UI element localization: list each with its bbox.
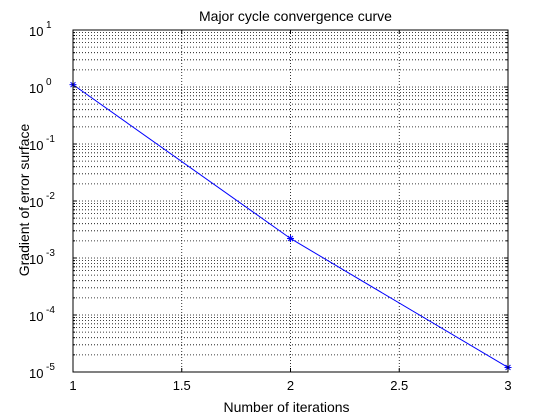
y-tick-label: 10 -5 xyxy=(29,362,55,381)
y-tick-label-base: 10 xyxy=(29,252,43,267)
y-tick-label: 10 0 xyxy=(29,77,52,96)
x-tick-label: 2.5 xyxy=(390,378,408,393)
y-tick-label: 10 -3 xyxy=(29,248,55,267)
y-tick-label-base: 10 xyxy=(29,366,43,381)
y-tick-label: 10 -2 xyxy=(29,191,55,210)
y-tick-label-exponent: -1 xyxy=(46,134,55,145)
tick-marks xyxy=(72,29,509,373)
y-tick-label-base: 10 xyxy=(29,138,43,153)
y-tick-label-base: 10 xyxy=(29,24,43,39)
y-tick-label-base: 10 xyxy=(29,81,43,96)
y-tick-label-exponent: -3 xyxy=(46,248,55,259)
y-tick-label-exponent: -5 xyxy=(46,362,55,373)
plot-area xyxy=(69,29,512,373)
x-tick-labels: 1 1.5 2 2.5 3 xyxy=(69,378,511,393)
x-tick-label: 1.5 xyxy=(173,378,191,393)
grid xyxy=(73,30,508,372)
x-tick-label: 1 xyxy=(69,378,76,393)
data-point-marker xyxy=(287,234,294,242)
chart-title: Major cycle convergence curve xyxy=(199,8,392,24)
x-tick-label: 3 xyxy=(504,378,511,393)
y-tick-label: 10 -1 xyxy=(29,134,55,153)
y-tick-label-base: 10 xyxy=(29,309,43,324)
y-tick-label-base: 10 xyxy=(29,195,43,210)
y-tick-label-exponent: -2 xyxy=(46,191,55,202)
y-tick-label-exponent: 0 xyxy=(46,77,52,88)
y-tick-label-exponent: 1 xyxy=(46,20,52,31)
y-axis-label: Gradient of error surface xyxy=(16,124,32,277)
x-axis-label: Number of iterations xyxy=(223,399,349,415)
x-tick-label: 2 xyxy=(287,378,294,393)
y-tick-label-exponent: -4 xyxy=(46,305,55,316)
y-tick-label: 10 -4 xyxy=(29,305,55,324)
y-tick-label: 10 1 xyxy=(29,20,52,39)
